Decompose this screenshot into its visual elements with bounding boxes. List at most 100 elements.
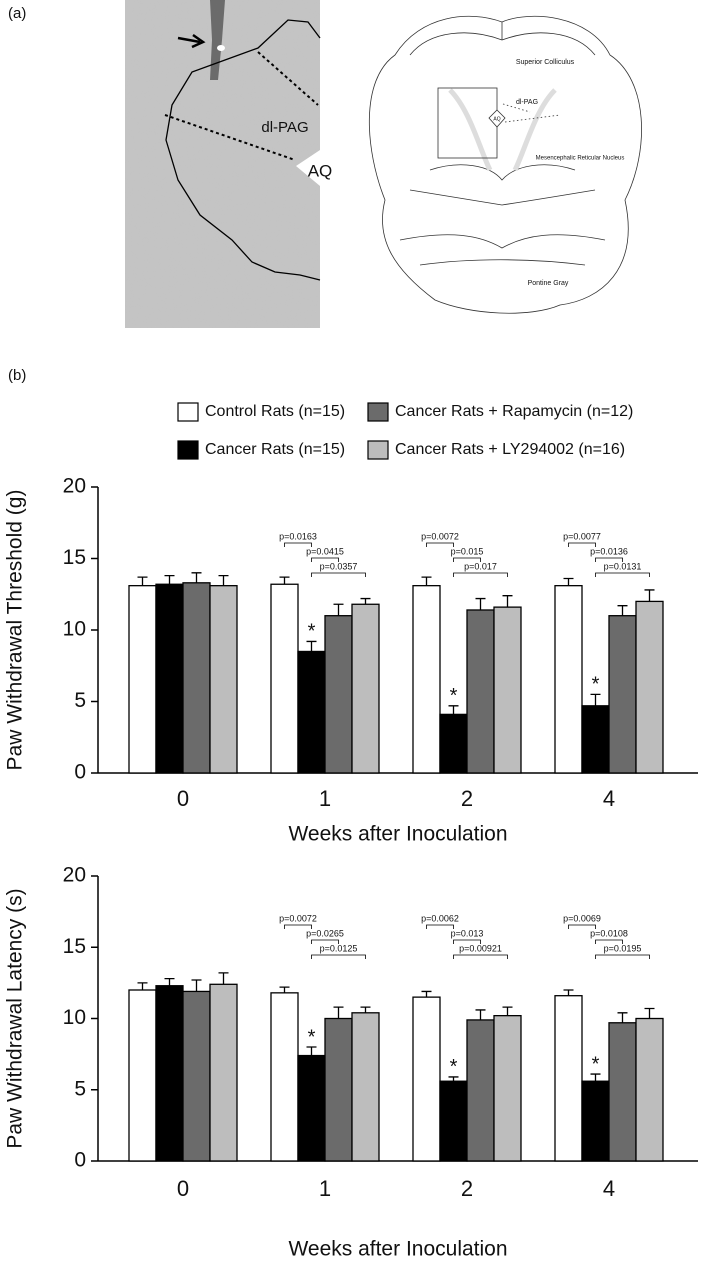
bar bbox=[128, 585, 157, 774]
significance-bracket bbox=[595, 572, 650, 577]
p-value-label: p=0.015 bbox=[451, 546, 484, 556]
significance-bracket bbox=[453, 557, 481, 562]
bar bbox=[209, 585, 238, 774]
bar bbox=[182, 990, 211, 1162]
bar bbox=[493, 606, 522, 774]
p-value-label: p=0.0108 bbox=[590, 928, 628, 938]
bar bbox=[554, 995, 583, 1162]
error-bar bbox=[421, 576, 432, 586]
significance-bracket bbox=[284, 542, 312, 547]
atlas-label: AQ bbox=[493, 116, 500, 122]
bar bbox=[209, 983, 238, 1162]
significance-bracket bbox=[426, 924, 454, 929]
significance-bracket bbox=[311, 939, 339, 944]
atlas-label: Superior Colliculus bbox=[516, 59, 575, 66]
error-bar bbox=[191, 979, 202, 992]
p-value-label: p=0.0131 bbox=[604, 561, 642, 571]
bar bbox=[493, 1015, 522, 1162]
bar bbox=[635, 1017, 664, 1162]
bar bbox=[439, 1080, 468, 1162]
error-bar bbox=[590, 1073, 601, 1082]
error-bar bbox=[563, 577, 574, 586]
bar bbox=[297, 650, 326, 774]
error-bar bbox=[502, 1006, 513, 1016]
panel-label: (a) bbox=[8, 5, 26, 22]
legend-swatch bbox=[367, 402, 389, 422]
bar bbox=[466, 609, 495, 774]
bar bbox=[608, 1022, 637, 1162]
bar bbox=[466, 1019, 495, 1162]
significance-bracket bbox=[568, 542, 596, 547]
bar bbox=[554, 585, 583, 774]
p-value-label: p=0.0072 bbox=[279, 913, 317, 923]
y-tick-label: 15 bbox=[63, 546, 86, 569]
error-bar bbox=[448, 705, 459, 715]
legend-swatch bbox=[177, 440, 199, 460]
legend-swatch bbox=[367, 440, 389, 460]
atlas-label: Pontine Gray bbox=[528, 280, 569, 287]
y-tick-label: 20 bbox=[63, 864, 86, 887]
bar bbox=[270, 583, 299, 774]
significance-marker: * bbox=[450, 1056, 458, 1078]
legend-label: Cancer Rats + LY294002 (n=16) bbox=[395, 441, 625, 458]
bar bbox=[412, 996, 441, 1162]
bar bbox=[128, 989, 157, 1162]
error-bar bbox=[164, 575, 175, 585]
p-value-label: p=0.013 bbox=[451, 928, 484, 938]
error-bar bbox=[644, 1007, 655, 1019]
error-bar bbox=[563, 989, 574, 996]
error-bar bbox=[360, 597, 371, 605]
x-axis-title: Weeks after Inoculation bbox=[288, 823, 507, 846]
error-bar bbox=[333, 603, 344, 616]
p-value-label: p=0.00921 bbox=[459, 943, 502, 953]
legend-swatch bbox=[177, 402, 199, 422]
legend-label: Cancer Rats (n=15) bbox=[205, 441, 345, 458]
x-tick-label: 2 bbox=[461, 786, 473, 811]
y-tick-label: 10 bbox=[63, 618, 86, 641]
y-axis-title: Paw Withdrawal Latency (s) bbox=[4, 888, 27, 1148]
legend-label: Control Rats (n=15) bbox=[205, 403, 345, 420]
x-tick-label: 0 bbox=[177, 786, 189, 811]
error-bar bbox=[590, 693, 601, 706]
atlas-diagram: Superior Colliculus dl-PAG AQ Mesencepha… bbox=[368, 15, 642, 314]
bar bbox=[412, 585, 441, 774]
y-tick-label: 0 bbox=[74, 761, 86, 784]
significance-bracket bbox=[453, 954, 508, 959]
error-bar bbox=[164, 977, 175, 986]
x-tick-label: 0 bbox=[177, 1176, 189, 1201]
bar bbox=[270, 992, 299, 1162]
p-value-label: p=0.0195 bbox=[604, 943, 642, 953]
atlas-label: Mesencephalic Reticular Nucleus bbox=[536, 156, 625, 162]
p-value-label: p=0.0136 bbox=[590, 546, 628, 556]
error-bar bbox=[644, 589, 655, 602]
error-bar bbox=[306, 1046, 317, 1056]
p-value-label: p=0.0265 bbox=[306, 928, 344, 938]
bar bbox=[155, 583, 184, 774]
y-tick-label: 5 bbox=[74, 689, 86, 712]
p-value-label: p=0.0077 bbox=[563, 531, 601, 541]
p-value-label: p=0.0062 bbox=[421, 913, 459, 923]
significance-bracket bbox=[595, 954, 650, 959]
error-bar bbox=[218, 575, 229, 586]
x-tick-label: 2 bbox=[461, 1176, 473, 1201]
bar bbox=[155, 985, 184, 1162]
x-tick-label: 4 bbox=[603, 1176, 615, 1201]
bar bbox=[324, 615, 353, 774]
error-bar bbox=[191, 572, 202, 583]
y-tick-label: 10 bbox=[63, 1006, 86, 1029]
bar bbox=[182, 582, 211, 774]
x-tick-label: 4 bbox=[603, 786, 615, 811]
significance-bracket bbox=[426, 542, 454, 547]
p-value-label: p=0.017 bbox=[464, 561, 497, 571]
micrograph-label: AQ bbox=[308, 161, 333, 180]
p-value-label: p=0.0072 bbox=[421, 531, 459, 541]
significance-bracket bbox=[453, 939, 481, 944]
legend-label: Cancer Rats + Rapamycin (n=12) bbox=[395, 403, 633, 420]
p-value-label: p=0.0357 bbox=[320, 561, 358, 571]
atlas-label: dl-PAG bbox=[516, 99, 538, 106]
error-bar bbox=[475, 597, 486, 610]
error-bar bbox=[475, 1009, 486, 1020]
error-bar bbox=[333, 1006, 344, 1019]
y-tick-label: 0 bbox=[74, 1149, 86, 1172]
